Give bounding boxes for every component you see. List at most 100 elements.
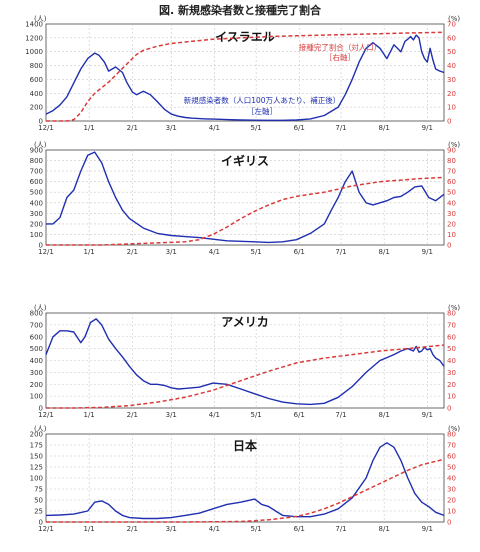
y-tick-left: 1000 (25, 48, 43, 56)
x-tick-label: 1/1 (84, 525, 95, 533)
y-tick-left: 500 (30, 345, 43, 353)
y-tick-left: 1400 (25, 21, 43, 29)
x-tick-label: 3/1 (166, 411, 177, 419)
y-tick-left: 200 (30, 220, 43, 228)
x-tick-label: 2/1 (127, 124, 138, 132)
x-tick-label: 5/1 (251, 525, 262, 533)
y-tick-left: 25 (34, 508, 43, 516)
right-unit: (%) (448, 304, 460, 312)
x-tick-label: 1/1 (84, 124, 95, 132)
y-tick-right: 40 (447, 199, 456, 207)
y-tick-right: 10 (447, 231, 456, 239)
x-tick-label: 1/1 (84, 411, 95, 419)
y-tick-left: 400 (30, 357, 43, 365)
left-unit: (人) (34, 15, 47, 23)
vaccination-line (46, 344, 445, 409)
cases-line (45, 34, 445, 121)
y-tick-left: 600 (30, 333, 43, 341)
y-tick-left: 900 (30, 147, 43, 155)
y-tick-right: 40 (447, 475, 456, 483)
y-tick-left: 150 (30, 453, 43, 461)
y-tick-right: 60 (447, 453, 456, 461)
x-tick-label: 8/1 (379, 411, 390, 419)
x-tick-label: 4/1 (209, 248, 220, 256)
y-tick-left: 0 (39, 519, 43, 527)
y-tick-left: 175 (30, 442, 43, 450)
y-tick-right: 20 (447, 381, 456, 389)
x-tick-label: 7/1 (335, 124, 346, 132)
right-unit: (%) (448, 141, 460, 149)
y-tick-left: 200 (30, 431, 43, 439)
y-tick-left: 300 (30, 210, 43, 218)
y-tick-left: 700 (30, 321, 43, 329)
x-tick-label: 12/1 (38, 248, 54, 256)
x-tick-label: 12/1 (38, 525, 54, 533)
x-tick-label: 6/1 (294, 124, 305, 132)
y-tick-left: 50 (34, 497, 43, 505)
y-tick-right: 70 (447, 442, 456, 450)
y-tick-left: 100 (30, 231, 43, 239)
y-tick-right: 90 (447, 147, 456, 155)
x-tick-label: 4/1 (209, 124, 220, 132)
y-tick-left: 800 (30, 157, 43, 165)
y-tick-left: 700 (30, 168, 43, 176)
x-tick-label: 7/1 (335, 525, 346, 533)
y-tick-left: 200 (30, 381, 43, 389)
cases-line (46, 151, 445, 244)
x-tick-label: 8/1 (379, 248, 390, 256)
y-tick-right: 30 (447, 76, 456, 84)
x-tick-label: 7/1 (335, 411, 346, 419)
x-tick-label: 5/1 (251, 248, 262, 256)
y-tick-right: 40 (447, 62, 456, 70)
y-tick-left: 300 (30, 369, 43, 377)
y-tick-left: 400 (30, 90, 43, 98)
y-tick-left: 100 (30, 393, 43, 401)
y-tick-left: 0 (39, 242, 43, 250)
x-tick-label: 2/1 (127, 525, 138, 533)
x-tick-label: 5/1 (251, 124, 262, 132)
x-tick-label: 8/1 (379, 124, 390, 132)
right-unit: (%) (448, 15, 460, 23)
x-tick-label: 1/1 (84, 248, 95, 256)
right-unit: (%) (448, 425, 460, 433)
y-tick-right: 70 (447, 21, 456, 29)
y-tick-right: 0 (447, 118, 451, 126)
x-tick-label: 6/1 (294, 411, 305, 419)
vaccination-line (46, 31, 445, 122)
y-tick-right: 10 (447, 104, 456, 112)
vaccination-line (46, 458, 445, 523)
y-tick-right: 10 (447, 508, 456, 516)
y-tick-left: 0 (39, 118, 43, 126)
x-tick-label: 9/1 (422, 525, 433, 533)
y-tick-right: 30 (447, 210, 456, 218)
y-tick-left: 200 (30, 104, 43, 112)
y-tick-right: 10 (447, 393, 456, 401)
y-tick-left: 600 (30, 76, 43, 84)
x-tick-label: 2/1 (127, 411, 138, 419)
y-tick-right: 50 (447, 464, 456, 472)
y-tick-right: 50 (447, 48, 456, 56)
y-tick-right: 40 (447, 357, 456, 365)
y-tick-right: 70 (447, 321, 456, 329)
y-tick-right: 60 (447, 34, 456, 42)
y-tick-right: 30 (447, 486, 456, 494)
x-tick-label: 12/1 (38, 124, 54, 132)
x-tick-label: 2/1 (127, 248, 138, 256)
x-tick-label: 7/1 (335, 248, 346, 256)
x-tick-label: 12/1 (38, 411, 54, 419)
annotation-cases-label: 新規感染者数（人口100万人あたり、補正後） (184, 95, 341, 105)
plot-frame-1 (45, 149, 445, 246)
y-tick-right: 50 (447, 189, 456, 197)
y-tick-left: 400 (30, 199, 43, 207)
y-tick-left: 1200 (25, 34, 43, 42)
chart-title: イギリス (221, 153, 269, 168)
y-tick-left: 600 (30, 178, 43, 186)
x-tick-label: 9/1 (422, 411, 433, 419)
y-tick-right: 20 (447, 90, 456, 98)
y-tick-right: 80 (447, 157, 456, 165)
annotation-vacc-axis: ［右軸］ (325, 52, 355, 62)
y-tick-right: 0 (447, 242, 451, 250)
x-tick-label: 5/1 (251, 411, 262, 419)
y-tick-right: 0 (447, 519, 451, 527)
